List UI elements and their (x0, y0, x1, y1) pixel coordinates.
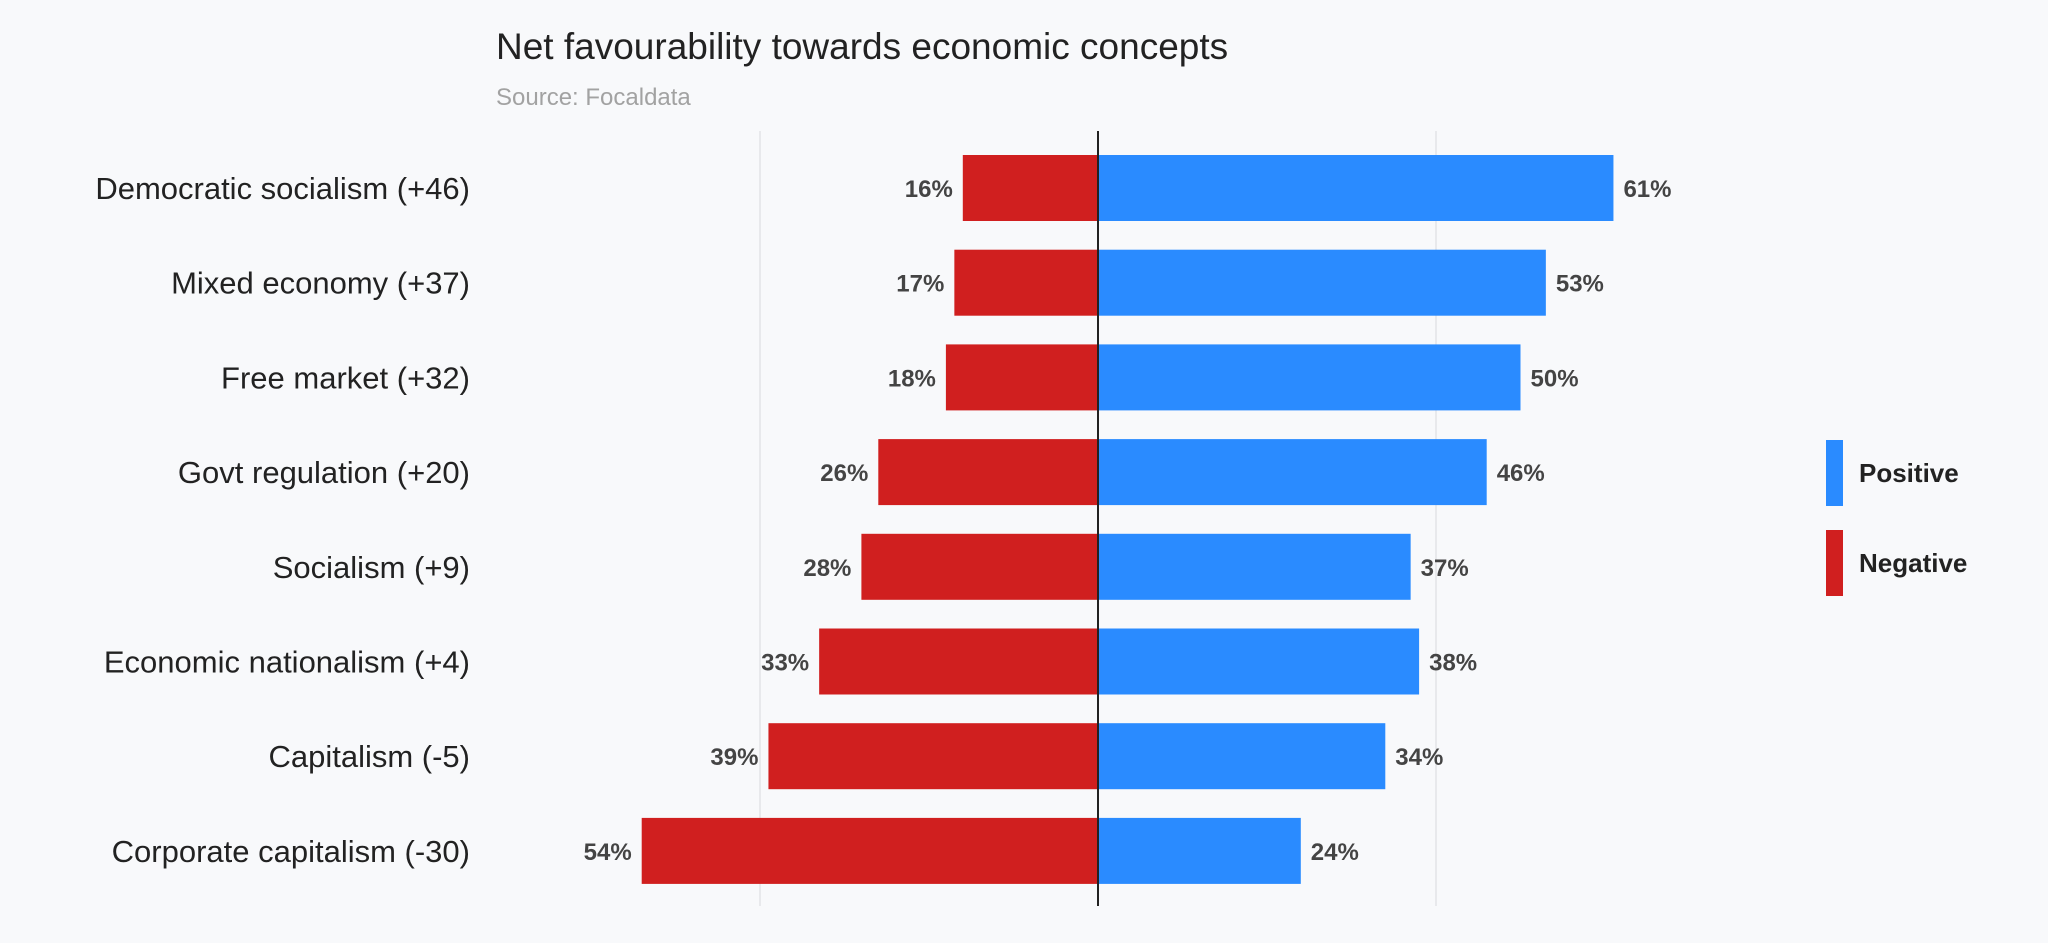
data-label-negative: 54% (584, 839, 632, 866)
data-label-positive: 34% (1395, 744, 1443, 771)
legend-label-negative: Negative (1859, 548, 1968, 578)
category-label: Socialism (+9) (273, 550, 470, 585)
bar-positive (1098, 155, 1614, 221)
bar-positive (1098, 723, 1386, 790)
category-label: Democratic socialism (+46) (95, 171, 470, 206)
bar-positive (1098, 817, 1301, 884)
bar-negative (962, 155, 1098, 221)
data-label-positive: 53% (1556, 271, 1604, 298)
category-label: Mixed economy (+37) (171, 266, 470, 301)
data-label-negative: 18% (888, 365, 936, 392)
bar-negative (641, 817, 1098, 884)
data-label-positive: 37% (1421, 555, 1469, 582)
category-label: Capitalism (-5) (268, 739, 470, 774)
data-label-positive: 38% (1429, 650, 1477, 677)
data-label-negative: 17% (896, 271, 944, 298)
bar-negative (945, 344, 1098, 411)
data-label-positive: 46% (1497, 460, 1545, 487)
data-label-negative: 33% (761, 650, 809, 677)
bar-positive (1098, 533, 1411, 600)
bar-negative (819, 628, 1098, 695)
category-label: Free market (+32) (221, 360, 470, 395)
legend-label-positive: Positive (1859, 458, 1959, 488)
data-label-negative: 39% (710, 744, 758, 771)
bar-negative (861, 533, 1098, 600)
data-label-positive: 24% (1311, 839, 1359, 866)
bar-negative (954, 249, 1098, 316)
category-label: Govt regulation (+20) (178, 455, 470, 490)
bar-positive (1098, 344, 1521, 411)
data-label-negative: 26% (820, 460, 868, 487)
legend-swatch-negative (1826, 530, 1843, 596)
data-label-positive: 50% (1531, 365, 1579, 392)
bar-positive (1098, 628, 1420, 695)
bar-negative (768, 723, 1098, 790)
legend-swatch-positive (1826, 440, 1843, 506)
category-label: Corporate capitalism (-30) (112, 834, 470, 869)
data-label-negative: 28% (803, 555, 851, 582)
bar-positive (1098, 439, 1487, 506)
bar-negative (878, 439, 1098, 506)
chart-title: Net favourability towards economic conce… (496, 26, 1229, 67)
data-label-negative: 16% (905, 176, 953, 203)
bar-positive (1098, 249, 1546, 316)
category-label: Economic nationalism (+4) (104, 645, 470, 680)
data-label-positive: 61% (1623, 176, 1671, 203)
chart-subtitle: Source: Focaldata (496, 84, 691, 111)
